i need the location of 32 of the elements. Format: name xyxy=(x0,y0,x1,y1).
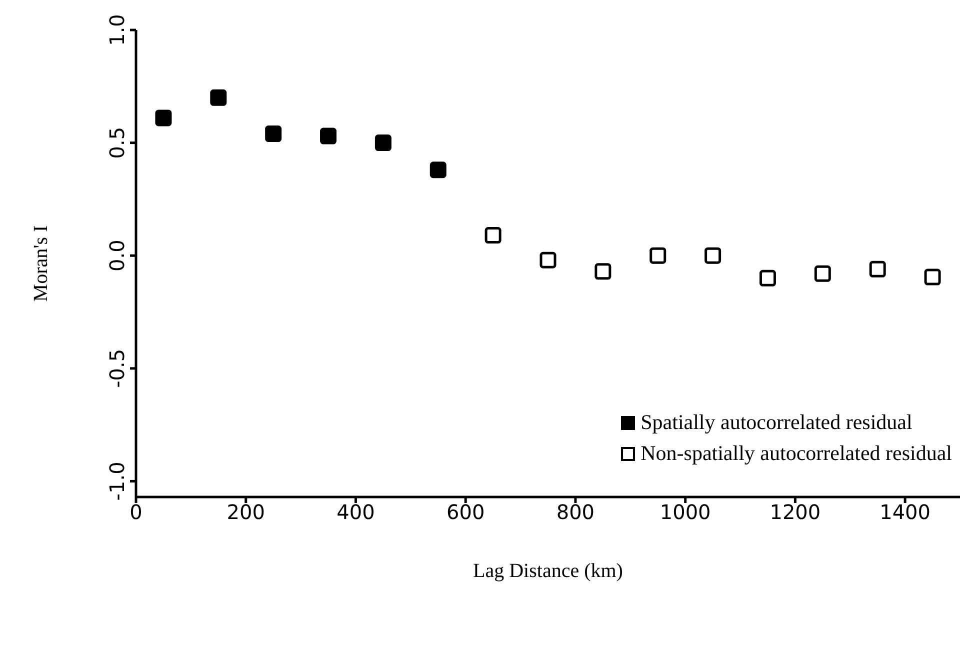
point xyxy=(924,268,941,286)
point xyxy=(594,263,612,280)
point xyxy=(484,227,502,244)
legend-label: Spatially autocorrelated residual xyxy=(640,410,912,435)
x-tick-label: 800 xyxy=(556,500,595,524)
x-tick-label: 1200 xyxy=(770,500,821,524)
point xyxy=(704,247,722,264)
point xyxy=(869,260,886,278)
x-tick-label: 400 xyxy=(336,500,375,524)
point xyxy=(540,252,556,268)
x-tick-label: 600 xyxy=(446,500,485,524)
point xyxy=(265,126,282,142)
legend-label: Non-spatially autocorrelated residual xyxy=(640,441,952,466)
y-tick-label: -1.0 xyxy=(105,462,129,501)
x-tick-label: 1000 xyxy=(660,500,711,524)
point xyxy=(814,265,831,282)
point xyxy=(430,162,446,178)
y-tick-label: 0.5 xyxy=(105,126,129,159)
x-tick-label: 200 xyxy=(226,500,265,524)
y-tick-label: -0.5 xyxy=(105,348,129,388)
point xyxy=(759,270,776,286)
point xyxy=(320,128,337,144)
point xyxy=(374,134,392,152)
y-tick-label: 1.0 xyxy=(105,14,129,46)
x-axis-title: Lag Distance (km) xyxy=(473,560,623,582)
point xyxy=(155,110,172,126)
y-tick-label: 0.0 xyxy=(105,240,129,272)
point xyxy=(650,247,666,264)
x-tick-label: 1400 xyxy=(880,500,931,524)
point xyxy=(210,89,227,106)
y-axis-title: Moran's I xyxy=(30,225,52,302)
x-tick-label: 0 xyxy=(130,500,142,524)
